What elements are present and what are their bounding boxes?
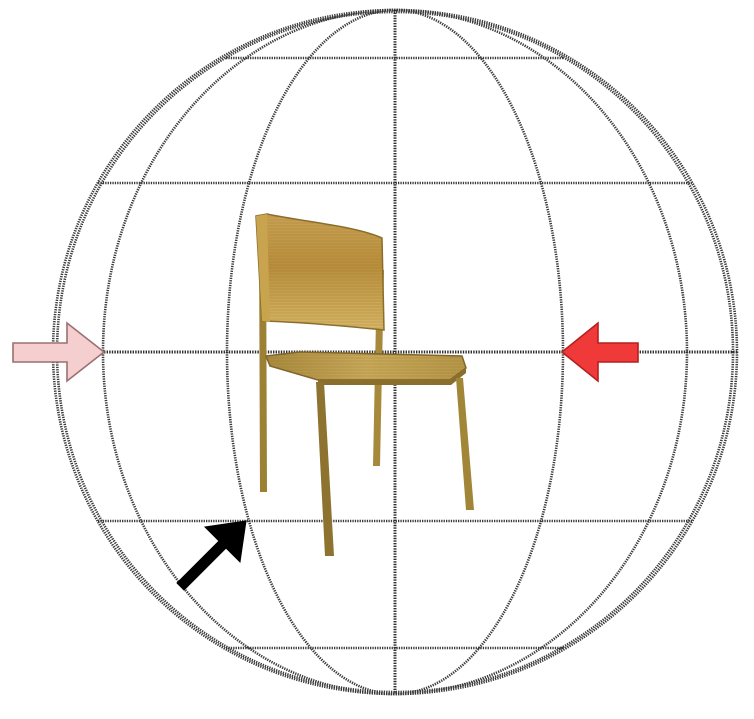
- chair-front-leg-left: [316, 382, 334, 556]
- arrow-bottom-left-black: [176, 520, 247, 591]
- chair-backrest-edge: [256, 214, 270, 322]
- chair-front-leg-right: [456, 378, 474, 510]
- sphere-outline-inner: [55, 10, 735, 694]
- chair-seat-front-edge: [318, 368, 466, 385]
- arrow-right-red: [560, 321, 639, 383]
- arrow-left-pink: [12, 321, 106, 383]
- wooden-chair: [255, 213, 474, 556]
